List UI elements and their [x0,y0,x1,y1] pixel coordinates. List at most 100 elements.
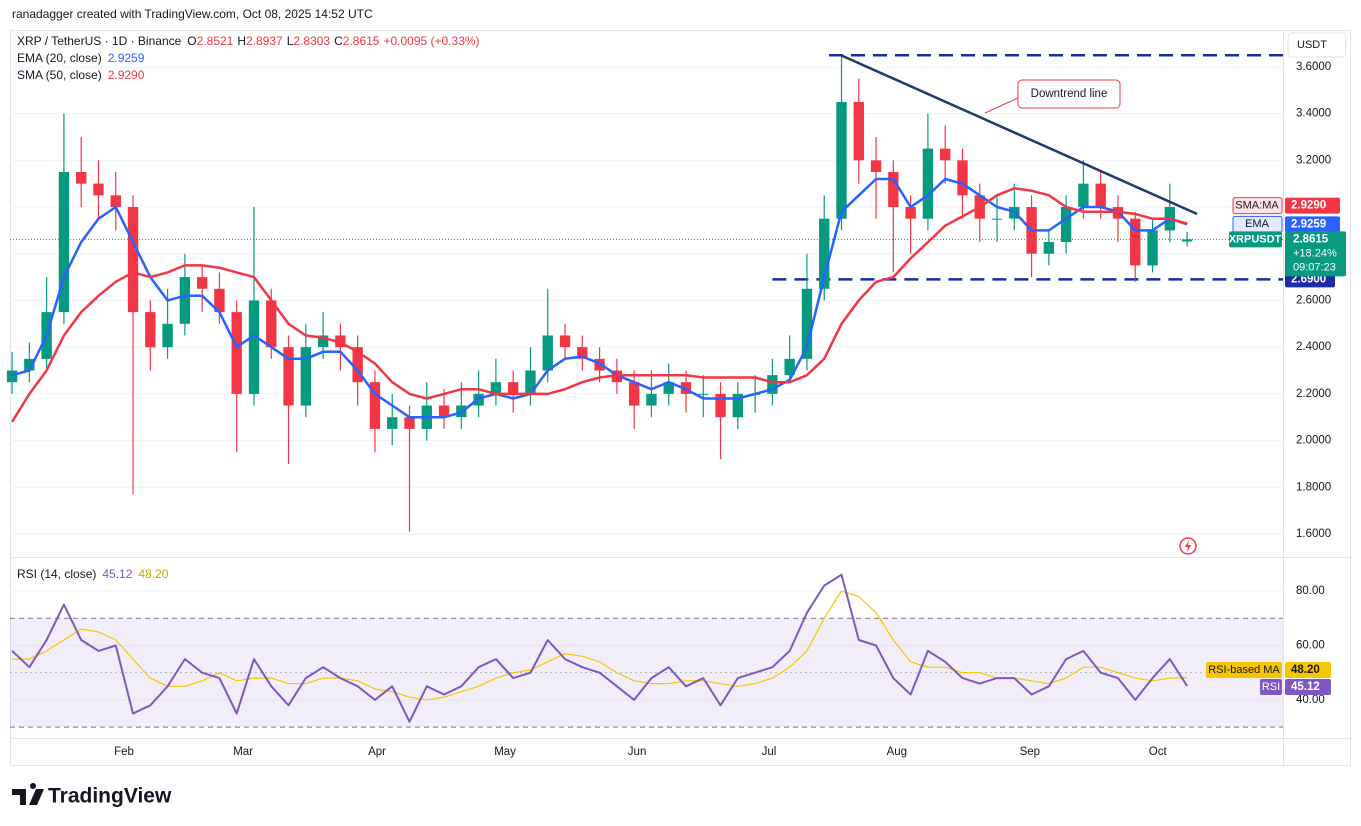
badge-label-bg [1206,662,1282,678]
candle-body [1130,218,1141,266]
candle-body [922,148,934,219]
candle-body [853,101,864,161]
candle-body [24,358,35,371]
candle-body [870,160,882,172]
candle-body [819,218,830,289]
candle-body [1181,239,1193,242]
rsi-line [11,573,1188,723]
rsi-legend: RSI (14, close) 45.12 48.20 [17,567,169,581]
candle-body [1147,230,1158,266]
candle-body [715,393,726,418]
moving-average-line [11,177,1188,419]
y-tick-label: 3.2000 [1296,154,1331,166]
badge-value-bg [1285,679,1331,695]
candle-body [179,277,191,324]
alert-icon [1179,537,1197,555]
candle-body [93,183,104,196]
candle-body [110,195,121,208]
candle-body [939,148,951,161]
legend-item: SMA (50, close) 2.9290 [17,68,145,82]
y-tick-label: 1.8000 [1296,481,1331,493]
candle-body [6,370,18,383]
badge-label: SMA:MA [1235,200,1279,212]
ohlc-value: 2.8937 [246,34,283,48]
change: +0.0095 (+0.33%) [383,34,479,48]
y-tick-label: 2.0000 [1296,435,1331,447]
currency: USDT [1297,39,1327,51]
x-tick-label: May [494,746,516,758]
candle-body [888,171,899,208]
x-tick-label: Sep [1020,746,1040,758]
candle-body [542,335,553,371]
ohlc-letter: C [334,34,343,48]
candle-body [1095,183,1106,208]
badge-label: RSI-based MA [1208,664,1280,676]
y-tick-label: 2.6000 [1296,294,1331,306]
candle-body [767,375,778,394]
y-tick-label: 40.00 [1296,694,1325,706]
header: ranadagger created with TradingView.com,… [12,7,373,21]
annotation: Downtrend line [1031,88,1108,100]
ohlc-letter: L [287,34,294,48]
last-price: 2.8615 [1293,233,1329,245]
ohlc-value: 2.8303 [293,34,330,48]
ohlc-value: 2.8615 [343,34,380,48]
x-tick-label: Mar [233,746,253,758]
candle-body [957,160,968,196]
candle-body [490,382,502,394]
x-tick-label: Feb [114,746,134,758]
candle-body [663,382,674,394]
rsi-title: RSI (14, close) [17,567,96,581]
candle-body [784,358,795,376]
annotation-box [1017,79,1121,109]
legend-value: 2.9290 [108,68,145,82]
candle-body [438,405,450,418]
brand: TradingView [48,785,172,808]
ohlc-letter: O [187,34,196,48]
x-tick-label: Jun [628,746,647,758]
rsi-legend-value: 45.12 [102,567,132,581]
y-tick-label: 2.4000 [1296,341,1331,353]
badge-label: RSI [1262,681,1280,693]
candle-body [404,417,415,429]
legend-name: SMA (50, close) [17,68,102,82]
badge-value-bg [1285,197,1340,214]
legend-item: EMA (20, close) 2.9259 [17,51,145,65]
x-tick-label: Jul [762,746,777,758]
badge-value: 2.9259 [1291,218,1326,230]
badge-label-bg [1232,197,1283,215]
countdown: 09:07:23 [1293,261,1336,273]
badge-value: 45.12 [1291,681,1320,693]
candle-body [836,101,847,219]
candle-body [1078,183,1089,208]
legend-name: EMA (20, close) [17,51,102,65]
candle-body [145,312,156,348]
symbol: XRP / TetherUS · 1D · Binance [17,34,182,48]
badge-label: EMA [1245,218,1270,230]
frame [10,30,1351,766]
last-change: +18.24% [1293,247,1337,259]
last-badge-bg [1285,231,1346,277]
y-tick-label: 80.00 [1296,585,1325,597]
candle-body [508,382,519,394]
x-tick-label: Apr [368,746,386,758]
candle-body [369,382,381,429]
candle-body [732,393,744,418]
candle-body [231,312,242,394]
rsi-legend-value: 48.20 [138,567,168,581]
candle-body [300,347,312,406]
badge-value-bg [1285,662,1331,678]
candle-body [801,288,813,359]
candle-body [1043,242,1055,254]
candle-body [387,417,398,429]
candle-body [559,335,571,348]
currency-box [1287,32,1347,58]
ohlc-letter: H [237,34,246,48]
candle-body [525,370,536,394]
candle-body [76,171,87,184]
candle-body [248,300,260,394]
x-tick-label: Oct [1149,746,1168,758]
